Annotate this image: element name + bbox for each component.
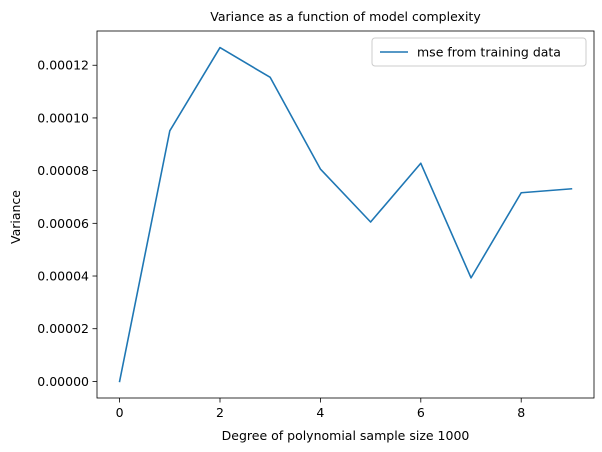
x-tick-label: 2 [216, 405, 224, 420]
y-tick-label: 0.00008 [37, 163, 89, 178]
plot-area [96, 30, 595, 399]
y-tick-label: 0.00002 [37, 321, 89, 336]
y-tick-label: 0.00012 [37, 58, 89, 73]
y-tick-label: 0.00004 [37, 269, 89, 284]
legend-label: mse from training data [417, 45, 561, 60]
x-tick-label: 4 [316, 405, 324, 420]
y-tick-label: 0.00006 [37, 216, 89, 231]
y-tick-label: 0.00000 [37, 374, 89, 389]
y-tick-label: 0.00010 [37, 110, 89, 125]
series-layer [118, 46, 573, 383]
series-line [118, 46, 573, 383]
y-axis-label: Variance [8, 190, 23, 244]
x-axis: 0 2 4 6 8 [116, 398, 525, 420]
x-tick-label: 8 [517, 405, 525, 420]
x-tick-label: 0 [116, 405, 124, 420]
x-tick-label: 6 [417, 405, 425, 420]
x-axis-label: Degree of polynomial sample size 1000 [222, 428, 470, 443]
legend: mse from training data [371, 37, 587, 67]
y-axis: 0.00000 0.00002 0.00004 0.00006 0.00008 0.000… [37, 58, 97, 389]
legend-box [371, 37, 587, 67]
chart-title: Variance as a function of model complexi… [210, 9, 481, 24]
plot-frame [96, 30, 595, 399]
